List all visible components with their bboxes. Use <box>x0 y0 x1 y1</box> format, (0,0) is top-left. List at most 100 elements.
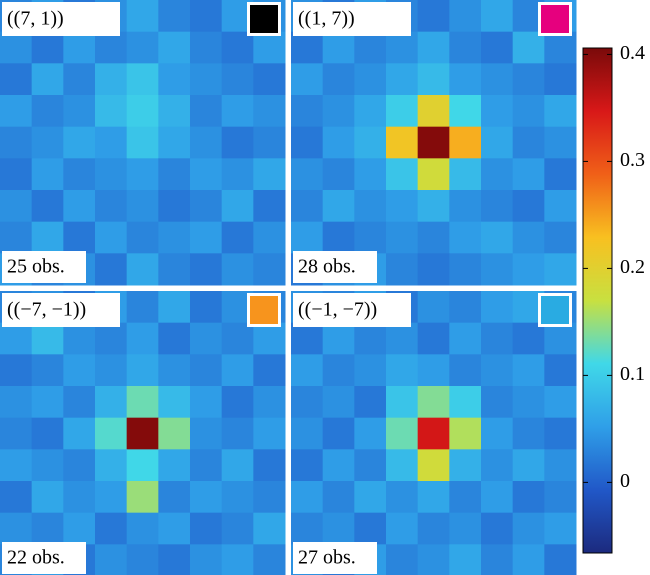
heatmap-cell <box>0 354 33 387</box>
heatmap-cell <box>158 322 191 355</box>
heatmap-cell <box>31 417 64 450</box>
heatmap-cell <box>253 95 286 128</box>
heatmap-cell <box>63 158 96 191</box>
heatmap-cell <box>253 386 286 419</box>
heatmap-cell <box>190 95 223 128</box>
panel-label: ((7, 1)) <box>7 8 64 30</box>
heatmap-cell <box>386 95 419 128</box>
heatmap-cell <box>354 354 387 387</box>
heatmap-cell <box>449 95 482 128</box>
heatmap-cell <box>95 158 128 191</box>
heatmap-cell <box>544 158 577 191</box>
heatmap-cell <box>190 544 223 575</box>
heatmap-cell <box>354 95 387 128</box>
panel-note: 22 obs. <box>7 547 65 569</box>
heatmap-cell <box>221 63 254 96</box>
heatmap-cell <box>354 63 387 96</box>
heatmap-cell <box>158 354 191 387</box>
heatmap-cell <box>253 322 286 355</box>
heatmap-cell <box>190 253 223 286</box>
heatmap-cell <box>322 417 355 450</box>
heatmap-cell <box>544 449 577 482</box>
heatmap-cell <box>386 63 419 96</box>
heatmap-cell <box>31 63 64 96</box>
heatmap-cell <box>253 481 286 514</box>
heatmap-cell <box>354 449 387 482</box>
heatmap-cell <box>481 417 514 450</box>
heatmap-cell <box>449 0 482 33</box>
heatmap-cell <box>291 158 324 191</box>
heatmap-cell <box>63 481 96 514</box>
heatmap-cell <box>481 190 514 223</box>
heatmap-cell <box>481 126 514 159</box>
heatmap-cell <box>544 417 577 450</box>
heatmap-cell <box>31 512 64 545</box>
heatmap-cell <box>417 512 450 545</box>
heatmap-cell <box>449 544 482 575</box>
heatmap-cell <box>253 512 286 545</box>
heatmap-cell <box>95 386 128 419</box>
heatmap-cell <box>512 190 545 223</box>
panel-label: ((−7, −1)) <box>7 299 86 321</box>
note-box <box>2 542 86 574</box>
heatmap-cell <box>449 481 482 514</box>
heatmap-cell <box>322 158 355 191</box>
heatmap-cell <box>291 63 324 96</box>
heatmap-cell <box>512 322 545 355</box>
heatmap-cell <box>31 322 64 355</box>
note-box <box>293 542 377 574</box>
heatmap-cell <box>126 449 159 482</box>
heatmap-cell <box>126 512 159 545</box>
heatmap-cell <box>190 31 223 64</box>
heatmap-cell <box>449 31 482 64</box>
heatmap-cell <box>126 544 159 575</box>
heatmap-cell <box>95 354 128 387</box>
heatmap-cell <box>291 449 324 482</box>
heatmap-cell <box>0 158 33 191</box>
heatmap-cell <box>0 63 33 96</box>
label-box <box>2 293 120 327</box>
heatmap-cell <box>253 31 286 64</box>
heatmap-cell <box>126 354 159 387</box>
heatmap-cell <box>0 31 33 64</box>
heatmap-cell <box>190 0 223 33</box>
heatmap-cell <box>322 221 355 254</box>
heatmap-cell <box>190 190 223 223</box>
heatmap-cell <box>481 95 514 128</box>
heatmap-cell <box>190 291 223 324</box>
heatmap-cell <box>221 253 254 286</box>
heatmap-cell <box>481 449 514 482</box>
heatmap-cell <box>322 481 355 514</box>
heatmap-cell <box>512 95 545 128</box>
heatmap-cell <box>126 0 159 33</box>
heatmap-cell <box>253 544 286 575</box>
heatmap-cell <box>322 322 355 355</box>
heatmap-cell <box>481 0 514 33</box>
heatmap-cell <box>190 449 223 482</box>
heatmap-cell <box>63 126 96 159</box>
heatmap-cell <box>544 512 577 545</box>
colorbar-tick-label: 0.1 <box>620 363 645 385</box>
heatmap-cell <box>449 253 482 286</box>
heatmap-cell <box>126 253 159 286</box>
heatmap-cell <box>354 322 387 355</box>
heatmap-cell <box>322 386 355 419</box>
heatmap-cell <box>221 322 254 355</box>
heatmap-cell <box>126 481 159 514</box>
heatmap-cell <box>291 322 324 355</box>
heatmap-cell <box>544 354 577 387</box>
heatmap-cell <box>386 322 419 355</box>
heatmap-cell <box>512 512 545 545</box>
heatmap-cell <box>544 544 577 575</box>
heatmap-cell <box>449 449 482 482</box>
heatmap-cell <box>481 322 514 355</box>
heatmap-cell <box>158 63 191 96</box>
heatmap-cell <box>417 31 450 64</box>
heatmap-cell <box>0 95 33 128</box>
heatmap-cell <box>512 63 545 96</box>
heatmap-cell <box>512 449 545 482</box>
panel-note: 25 obs. <box>7 256 65 278</box>
note-box <box>293 251 377 283</box>
heatmap-cell <box>0 190 33 223</box>
